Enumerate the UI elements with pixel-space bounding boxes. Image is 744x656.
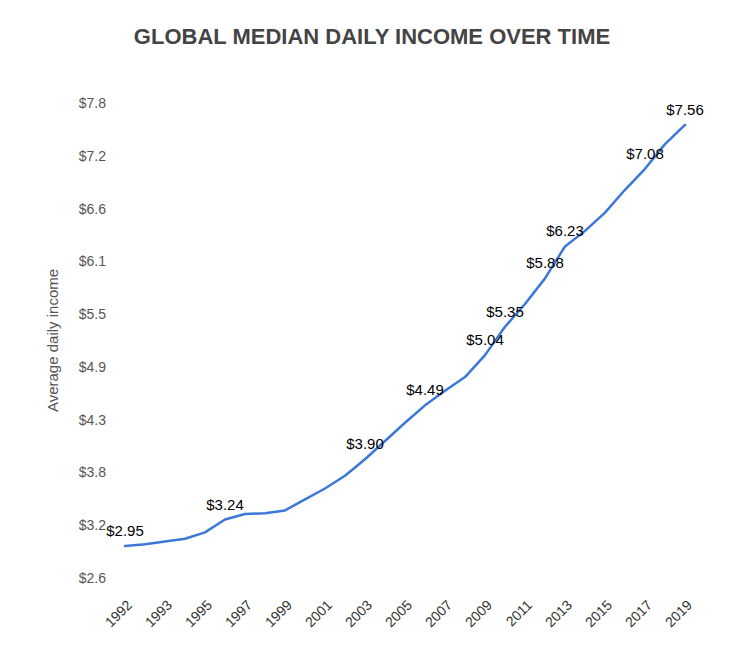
x-tick-label: 2011 xyxy=(503,597,536,630)
y-tick-label: $3.8 xyxy=(79,464,106,480)
data-label: $5.35 xyxy=(486,303,524,320)
y-tick-label: $7.8 xyxy=(79,95,106,111)
data-label: $7.56 xyxy=(666,101,704,118)
x-tick-label: 2001 xyxy=(302,597,335,630)
y-tick-label: $5.5 xyxy=(79,306,106,322)
data-label: $3.24 xyxy=(206,496,244,513)
title: GLOBAL MEDIAN DAILY INCOME OVER TIME xyxy=(134,24,610,49)
y-tick-label: $6.6 xyxy=(79,201,106,217)
plot-area xyxy=(125,125,685,546)
x-tick-label: 2015 xyxy=(582,597,615,630)
x-tick-label: 2017 xyxy=(622,597,655,630)
x-tick-label: 2019 xyxy=(662,597,695,630)
data-label: $7.08 xyxy=(626,145,664,162)
x-tick-label: 1995 xyxy=(182,597,215,630)
y-tick-label: $3.2 xyxy=(79,517,106,533)
x-tick-label: 2013 xyxy=(542,597,575,630)
data-label: $6.23 xyxy=(546,222,584,239)
x-tick-label: 1999 xyxy=(262,597,295,630)
data-label: $4.49 xyxy=(406,381,444,398)
y-tick-label: $7.2 xyxy=(79,148,106,164)
y-tick-label: $4.3 xyxy=(79,412,106,428)
y-axis-label: Average daily income xyxy=(44,269,61,412)
chart: GLOBAL MEDIAN DAILY INCOME OVER TIME Aver… xyxy=(0,0,744,656)
data-label: $2.95 xyxy=(106,522,144,539)
data-label: $5.88 xyxy=(526,254,564,271)
x-tick-label: 1992 xyxy=(102,597,135,630)
data-label: $3.90 xyxy=(346,435,384,452)
line xyxy=(125,125,685,546)
y-tick-label: $4.9 xyxy=(79,359,106,375)
x-tick-label: 1993 xyxy=(142,597,175,630)
data-label: $5.04 xyxy=(466,331,504,348)
x-tick-label: 2005 xyxy=(382,597,415,630)
x-tick-label: 1997 xyxy=(222,597,255,630)
x-tick-label: 2007 xyxy=(422,597,455,630)
x-tick-label: 2009 xyxy=(462,597,495,630)
y-tick-label: $6.1 xyxy=(79,253,106,269)
y-tick-label: $2.6 xyxy=(79,570,106,586)
x-tick-label: 2003 xyxy=(342,597,375,630)
